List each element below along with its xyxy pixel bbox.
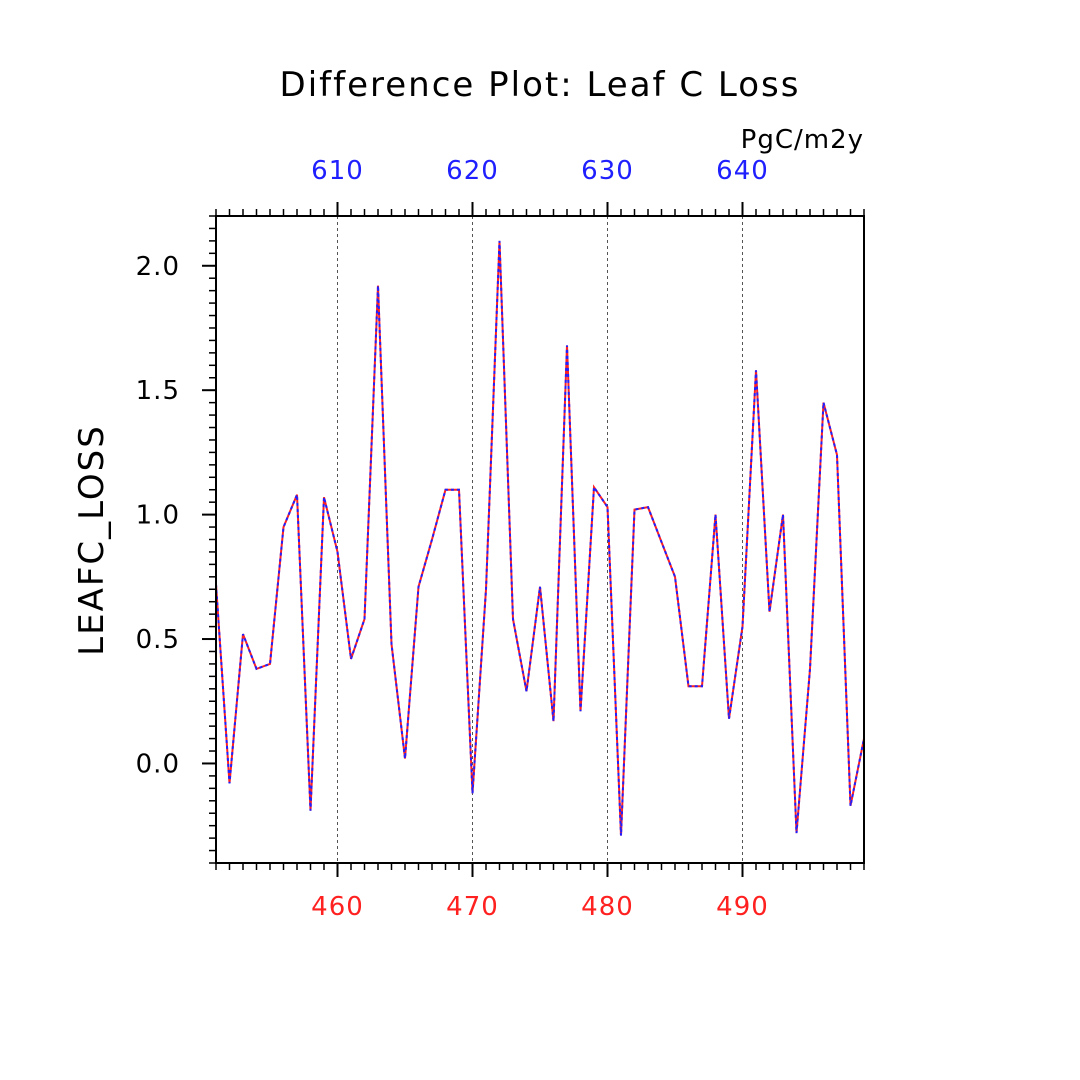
x-bottom-tick-label: 460 (311, 892, 364, 922)
y-tick-label: 1.0 (136, 501, 180, 531)
grid-lines (337, 216, 743, 863)
x-bottom-tick-label: 480 (581, 892, 634, 922)
y-axis-label: LEAFC_LOSS (72, 424, 112, 656)
tick-labels: 0.0 0.5 1.0 1.5 2.0 460 470 480 490 610 620 630 640 (136, 156, 769, 922)
plot-frame (215, 215, 865, 864)
series-line (215, 240, 865, 836)
axis-ticks (202, 202, 865, 877)
units-label: PgC/m2y (741, 125, 864, 155)
data-series (215, 240, 865, 836)
y-tick-label: 2.0 (136, 252, 180, 282)
y-tick-label: 1.5 (136, 376, 180, 406)
x-bottom-tick-label: 490 (716, 892, 769, 922)
y-tick-label: 0.5 (136, 625, 180, 655)
x-top-tick-label: 620 (446, 156, 499, 186)
x-top-tick-label: 640 (716, 156, 769, 186)
y-tick-label: 0.0 (136, 749, 180, 779)
x-top-tick-label: 630 (581, 156, 634, 186)
x-top-tick-label: 610 (311, 156, 364, 186)
x-bottom-tick-label: 470 (446, 892, 499, 922)
chart-title: Difference Plot: Leaf C Loss (280, 65, 801, 105)
